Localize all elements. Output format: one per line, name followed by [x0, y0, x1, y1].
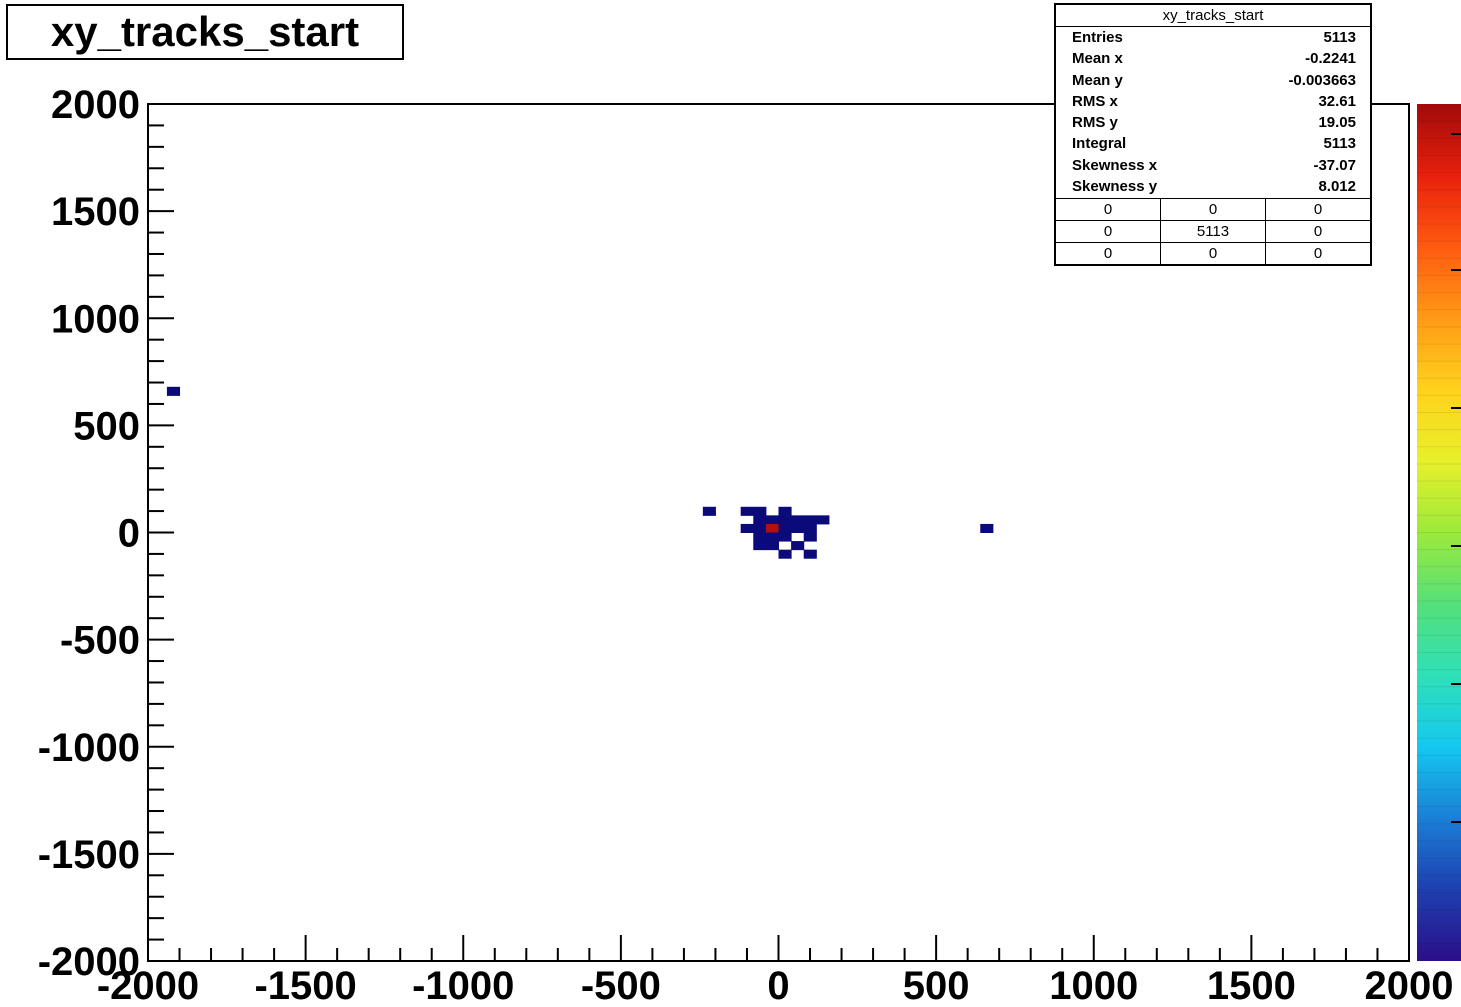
- heatmap-cell: [740, 523, 754, 533]
- stat-value: 8.012: [1318, 178, 1356, 196]
- y-tick-label: -1000: [38, 726, 140, 770]
- x-tick-label: 2000: [1365, 964, 1454, 1007]
- stat-row: Skewness x -37.07: [1056, 155, 1370, 176]
- overflow-row: 0 5113 0: [1056, 220, 1370, 243]
- heatmap-cell: [765, 541, 779, 551]
- stat-value: 19.05: [1318, 114, 1356, 132]
- overflow-cell: 0: [1160, 199, 1265, 221]
- stat-value: -37.07: [1313, 156, 1356, 174]
- stat-row: Mean x -0.2241: [1056, 48, 1370, 69]
- overflow-cell: 0: [1265, 199, 1370, 221]
- stat-label: RMS x: [1072, 92, 1118, 110]
- heatmap-cell: [765, 515, 779, 525]
- x-tick-label: -2000: [97, 964, 199, 1007]
- heatmap-cell: [791, 541, 805, 551]
- heatmap-cell: [816, 515, 830, 525]
- heatmap-cell: [803, 515, 817, 525]
- y-tick-label: -1500: [38, 833, 140, 877]
- x-tick-label: -1500: [254, 964, 356, 1007]
- heatmap-cell: [791, 523, 805, 533]
- heatmap-cell: [791, 515, 805, 525]
- heatmap-cell: [702, 506, 716, 516]
- stat-value: 5113: [1323, 135, 1356, 153]
- x-tick-label: 0: [767, 964, 789, 1007]
- x-tick-label: 500: [903, 964, 970, 1007]
- color-palette-bar: [1417, 104, 1461, 961]
- heatmap-cell: [753, 515, 767, 525]
- x-tick-label: 1500: [1207, 964, 1296, 1007]
- heatmap-cell: [778, 523, 792, 533]
- heatmap-cell: [803, 532, 817, 542]
- heatmap-cell: [765, 532, 779, 542]
- heatmap-cell: [753, 506, 767, 516]
- overflow-table: 0 0 0 0 5113 0 0 0 0: [1056, 199, 1370, 265]
- heatmap-cell: [803, 523, 817, 533]
- x-tick-label: 1000: [1049, 964, 1138, 1007]
- overflow-cell: 0: [1265, 221, 1370, 243]
- overflow-cell: 5113: [1160, 221, 1265, 243]
- overflow-cell: 0: [1103, 201, 1113, 219]
- overflow-cell: 0: [1265, 243, 1370, 265]
- stat-value: 32.61: [1318, 92, 1356, 110]
- stats-title: xy_tracks_start: [1056, 5, 1370, 27]
- stat-label: Entries: [1072, 29, 1123, 46]
- stat-value: -0.003663: [1288, 71, 1356, 89]
- y-tick-label: -2000: [38, 940, 140, 984]
- stat-value: -0.2241: [1305, 50, 1356, 68]
- x-tick-label: -1000: [412, 964, 514, 1007]
- stat-label: Integral: [1072, 135, 1127, 153]
- heatmap-cell: [778, 532, 792, 542]
- y-tick-label: 1500: [51, 190, 140, 234]
- y-tick-label: 1000: [51, 297, 140, 341]
- stat-row: Mean y -0.003663: [1056, 70, 1370, 91]
- y-tick-label: 0: [118, 512, 140, 556]
- heatmap-cell: [753, 523, 767, 533]
- stat-label: RMS y: [1072, 114, 1118, 132]
- x-tick-label: -500: [581, 964, 661, 1007]
- overflow-cell: 0: [1160, 243, 1265, 265]
- heatmap-cell: [753, 532, 767, 542]
- stat-row: Skewness y 8.012: [1056, 176, 1370, 197]
- stat-row: RMS x 32.61: [1056, 91, 1370, 112]
- overflow-cell: 0: [1103, 245, 1113, 263]
- heatmap-cell: [753, 541, 767, 551]
- stats-box: xy_tracks_start Entries 5113 Mean x -0.2241…: [1054, 3, 1372, 267]
- heatmap-cell: [778, 515, 792, 525]
- y-tick-label: -500: [60, 619, 140, 663]
- heatmap-cell: [166, 386, 181, 396]
- stat-row: Entries 5113: [1056, 27, 1370, 48]
- heatmap-cell: [765, 523, 779, 533]
- stats-rows: Entries 5113 Mean x -0.2241 Mean y -0.003663 R…: [1056, 27, 1370, 200]
- heatmap-cell: [778, 549, 792, 559]
- y-tick-label: 2000: [51, 83, 140, 127]
- stat-label: Skewness y: [1072, 178, 1158, 196]
- stat-row: Integral 5113: [1056, 133, 1370, 154]
- stat-label: Skewness x: [1072, 156, 1158, 174]
- stat-label: Mean y: [1072, 71, 1123, 89]
- heatmap-cell: [803, 549, 817, 559]
- stat-label: Mean x: [1072, 50, 1123, 68]
- heatmap-cell: [778, 506, 792, 516]
- y-tick-label: 500: [73, 404, 140, 448]
- stat-value: 5113: [1323, 29, 1356, 46]
- overflow-cell: 0: [1103, 223, 1113, 241]
- chart-title: xy_tracks_start: [6, 4, 404, 60]
- heatmap-cell: [740, 506, 754, 516]
- heatmap-cell: [980, 523, 994, 533]
- stat-row: RMS y 19.05: [1056, 112, 1370, 133]
